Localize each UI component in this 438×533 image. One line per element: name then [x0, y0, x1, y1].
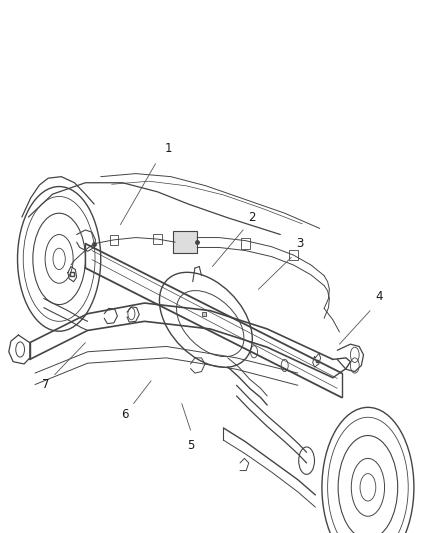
Bar [153, 234, 162, 245]
Text: 1: 1 [165, 142, 173, 155]
Bar [110, 235, 118, 245]
Text: 4: 4 [375, 290, 383, 303]
Text: 5: 5 [187, 439, 194, 452]
Text: 7: 7 [42, 378, 50, 391]
Bar [173, 231, 197, 253]
Text: 6: 6 [121, 408, 129, 422]
Bar [241, 238, 250, 249]
Text: 2: 2 [248, 211, 256, 223]
Bar [289, 250, 298, 261]
Text: 3: 3 [297, 237, 304, 250]
